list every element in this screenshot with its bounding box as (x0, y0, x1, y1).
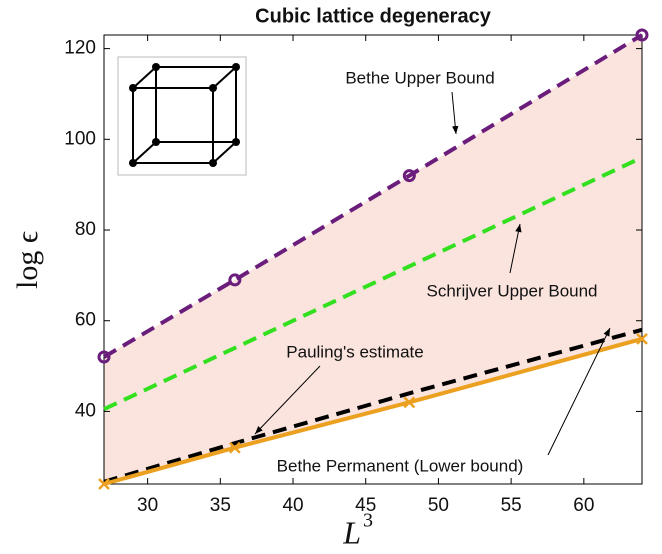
cube-vertices (129, 63, 240, 167)
y-tick-label: 80 (75, 219, 96, 240)
annotation-arrow (509, 223, 522, 274)
y-tick-label: 100 (64, 128, 96, 149)
x-tick-label: 50 (428, 495, 449, 516)
y-tick-label: 120 (64, 38, 96, 59)
y-tick-label: 40 (75, 400, 96, 421)
marker (635, 28, 649, 42)
series-line (102, 33, 644, 359)
marker (228, 273, 242, 287)
x-axis-label-sup: 3 (363, 510, 373, 532)
y-axis-label: log ϵ (11, 231, 44, 289)
marker (636, 332, 648, 345)
annotation-arrow (547, 327, 611, 456)
annotation: Pauling's estimate (286, 342, 423, 361)
marker (98, 478, 110, 490)
marker (228, 441, 241, 454)
x-tick-label: 60 (573, 495, 594, 516)
x-axis-label: L (342, 514, 361, 550)
x-tick-label: 55 (501, 495, 522, 516)
marker (97, 350, 111, 364)
cube-inset (117, 56, 247, 176)
x-tick-label: 40 (282, 495, 303, 516)
series-line (103, 327, 643, 484)
marker (402, 169, 416, 183)
annotation: Bethe Permanent (Lower bound) (277, 456, 524, 475)
marker (403, 396, 416, 409)
x-tick-label: 45 (355, 495, 376, 516)
cube (132, 66, 237, 164)
annotation-arrow (451, 91, 459, 135)
series-line (103, 336, 643, 486)
x-tick-label: 30 (137, 495, 158, 516)
plot-frame (103, 34, 643, 485)
annotation-arrow (254, 365, 321, 435)
annotation: Bethe Upper Bound (345, 68, 494, 87)
bound-region (104, 35, 642, 484)
series-line (103, 155, 643, 411)
chart-title: Cubic lattice degeneracy (255, 5, 492, 27)
y-tick-label: 60 (75, 310, 96, 331)
x-tick-label: 35 (210, 495, 231, 516)
annotation: Schrijver Upper Bound (426, 281, 597, 300)
